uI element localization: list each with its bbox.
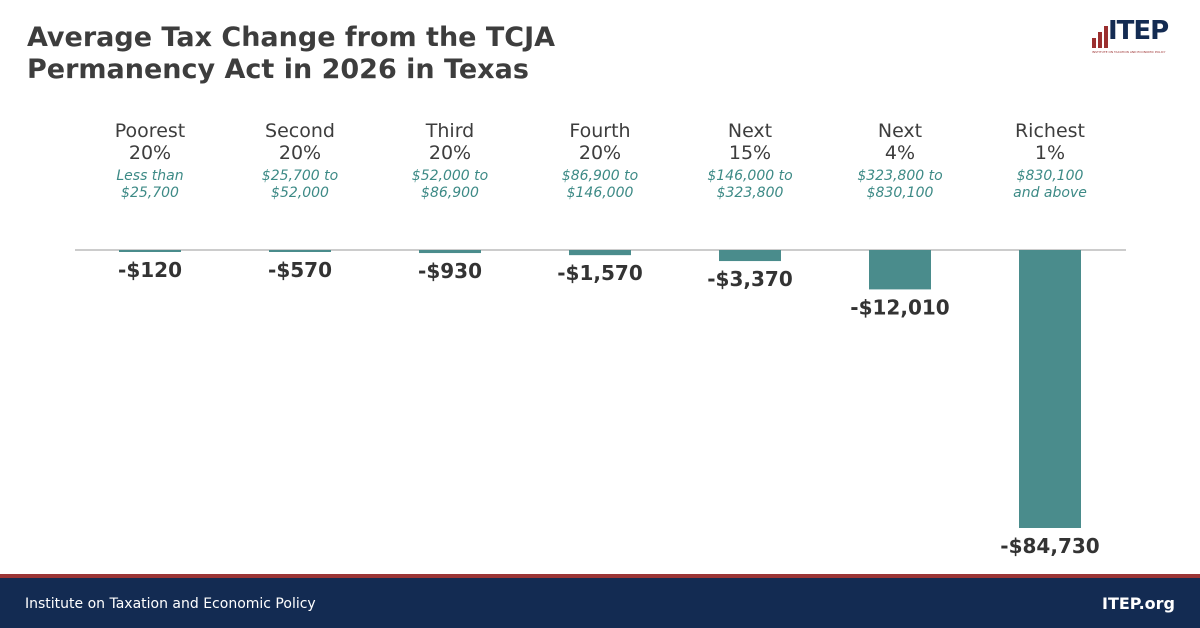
income-range-line: $86,900 — [421, 185, 479, 201]
data-label: -$84,730 — [1000, 534, 1099, 558]
footer-org: Institute on Taxation and Economic Polic… — [25, 596, 316, 612]
logo-subtitle: INSTITUTE ON TAXATION AND ECONOMIC POLIC… — [1092, 50, 1166, 54]
income-range-line: $830,100 — [866, 185, 934, 201]
bar — [269, 250, 331, 252]
data-label: -$930 — [418, 259, 482, 283]
category-name: Poorest — [114, 120, 186, 142]
category-name: Next — [877, 120, 923, 142]
income-range: Less than $25,700 — [75, 168, 225, 202]
category-percent: 20% — [578, 142, 622, 164]
income-range-line: $323,800 — [716, 185, 784, 201]
income-range-line: $52,000 — [271, 185, 329, 201]
bar — [869, 250, 931, 290]
income-range: $25,700 to $52,000 — [225, 168, 375, 202]
bar — [719, 250, 781, 262]
category-name: Fourth — [569, 120, 631, 142]
income-range: $52,000 to $86,900 — [375, 168, 525, 202]
income-range: $830,100 and above — [975, 168, 1125, 202]
income-range-line: $52,000 to — [411, 168, 489, 184]
category-percent: 15% — [728, 142, 772, 164]
itep-logo: ITEP INSTITUTE ON TAXATION AND ECONOMIC … — [1092, 16, 1182, 58]
income-range-line: and above — [1013, 185, 1087, 201]
category-percent: 1% — [1034, 142, 1066, 164]
category-percent: 20% — [278, 142, 322, 164]
category-header: Next 15% $146,000 to $323,800 — [675, 120, 825, 202]
income-range: $146,000 to $323,800 — [675, 168, 825, 202]
bar — [569, 250, 631, 256]
data-label: -$570 — [268, 258, 332, 282]
income-range-line: $146,000 — [566, 185, 634, 201]
category-name: Second — [265, 120, 335, 142]
income-range: $86,900 to $146,000 — [525, 168, 675, 202]
category-header: Second 20% $25,700 to $52,000 — [225, 120, 375, 202]
category-percent: 20% — [428, 142, 472, 164]
income-range-line: $323,800 to — [857, 168, 943, 184]
data-label: -$12,010 — [850, 295, 949, 319]
footer-site-link[interactable]: ITEP.org — [1102, 594, 1175, 613]
chart-title: Average Tax Change from the TCJA Permane… — [27, 22, 556, 85]
income-range-line: Less than — [116, 168, 184, 184]
category-name: Third — [425, 120, 475, 142]
category-header: Poorest 20% Less than $25,700 — [75, 120, 225, 202]
category-header: Next 4% $323,800 to $830,100 — [825, 120, 975, 202]
category-percent: 4% — [884, 142, 916, 164]
income-range-line: $25,700 — [121, 185, 179, 201]
category-name: Next — [727, 120, 773, 142]
category-name: Richest — [1014, 120, 1085, 142]
income-range-line: $830,100 — [1016, 168, 1084, 184]
data-label: -$120 — [118, 258, 182, 282]
bar-chart: -$120 -$570 -$930 -$1,570 -$3,370 -$12,010 -$8… — [75, 249, 1126, 558]
logo-text: ITEP — [1108, 16, 1169, 46]
income-range-line: $25,700 to — [261, 168, 339, 184]
category-header: Third 20% $52,000 to $86,900 — [375, 120, 525, 202]
income-range: $323,800 to $830,100 — [825, 168, 975, 202]
category-header: Fourth 20% $86,900 to $146,000 — [525, 120, 675, 202]
bar — [419, 250, 481, 254]
bar — [119, 250, 181, 252]
data-label: -$1,570 — [557, 261, 642, 285]
category-percent: 20% — [128, 142, 172, 164]
income-range-line: $146,000 to — [707, 168, 793, 184]
income-range-line: $86,900 to — [561, 168, 639, 184]
category-header: Richest 1% $830,100 and above — [975, 120, 1125, 202]
footer: Institute on Taxation and Economic Polic… — [0, 574, 1200, 628]
data-label: -$3,370 — [707, 267, 792, 291]
bar — [1019, 250, 1081, 528]
